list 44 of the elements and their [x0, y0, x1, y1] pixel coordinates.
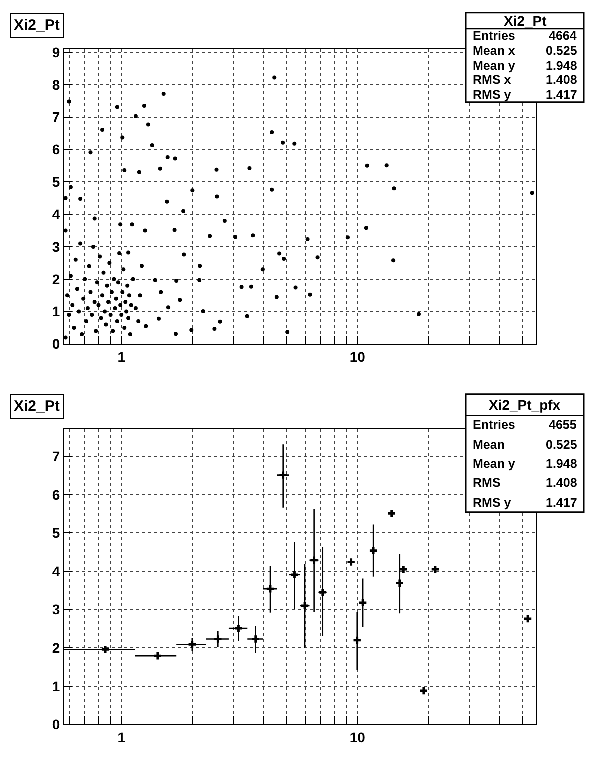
text: 1.417	[546, 88, 578, 102]
y-tick-label: 0	[52, 716, 60, 733]
text: 0.525	[546, 44, 578, 58]
y-tick-label: 3	[52, 238, 60, 255]
y-tick-label: 0	[52, 336, 60, 352]
annotation: RMS y	[473, 496, 512, 510]
text: 1.948	[546, 59, 578, 73]
annotation: RMS y	[473, 88, 512, 102]
y-tick-label: 1	[52, 304, 60, 320]
y-tick-label: 1	[52, 678, 60, 694]
annotation: Mean y	[473, 457, 516, 471]
text: 4664	[549, 29, 577, 43]
annotation: Entries	[473, 418, 516, 432]
chart-title: Xi2_Pt	[14, 17, 60, 34]
annotation: RMS	[473, 476, 501, 490]
text: Xi2_Pt_pfx	[489, 397, 561, 413]
chart-title: Xi2_Pt	[14, 398, 60, 415]
text: Entries	[473, 29, 516, 43]
text: 1.948	[546, 457, 578, 471]
text: 1.408	[546, 476, 578, 490]
y-tick-label: 2	[52, 640, 60, 656]
y-tick-label: 3	[52, 602, 60, 618]
annotation: Mean x	[473, 44, 516, 58]
text: 1.417	[546, 496, 578, 510]
text: 0.525	[546, 438, 578, 452]
x-tick-label: 10	[350, 730, 366, 746]
y-tick-label: 7	[52, 109, 60, 126]
text: Xi2_Pt	[504, 13, 548, 29]
y-tick-label: 9	[52, 44, 60, 60]
y-tick-label: 5	[52, 525, 60, 542]
y-tick-label: 7	[52, 448, 60, 464]
text: 4655	[549, 418, 577, 432]
y-tick-label: 6	[52, 486, 60, 503]
annotation: Mean	[473, 438, 505, 452]
annotation: RMS x	[473, 73, 512, 87]
text: 1.408	[546, 73, 578, 87]
y-tick-label: 4	[52, 206, 60, 222]
annotation: Mean y	[473, 59, 516, 73]
y-tick-label: 6	[52, 142, 60, 158]
x-tick-label: 10	[350, 349, 366, 366]
y-tick-label: 8	[52, 76, 60, 93]
y-tick-label: 5	[52, 174, 60, 190]
y-tick-label: 4	[52, 563, 60, 580]
y-tick-label: 2	[52, 271, 60, 288]
